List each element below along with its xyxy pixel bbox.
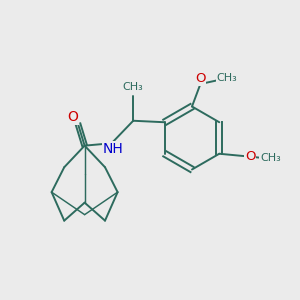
Text: CH₃: CH₃ [260, 153, 281, 163]
Text: CH₃: CH₃ [216, 73, 237, 83]
Text: O: O [67, 110, 78, 124]
Text: NH: NH [103, 142, 124, 156]
Text: CH₃: CH₃ [123, 82, 144, 92]
Text: O: O [195, 72, 206, 85]
Text: O: O [245, 150, 255, 163]
